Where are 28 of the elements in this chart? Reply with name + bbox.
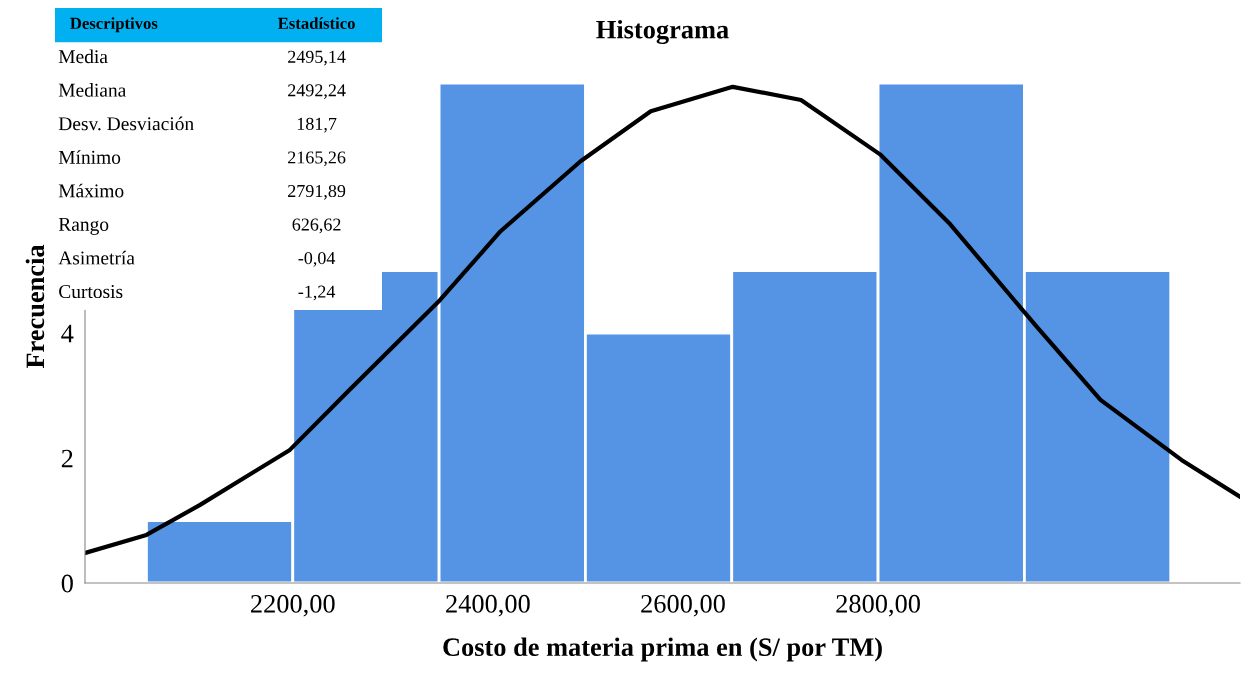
category-label: Máximo [58, 183, 124, 198]
text: -1,24 [298, 285, 336, 301]
x-tick-label: 2600,00 [641, 594, 725, 617]
x-tick-label: 2200,00 [251, 594, 335, 617]
text: Estadístico [277, 17, 355, 29]
text: 2165,26 [288, 151, 346, 167]
x-tick-label: 2400,00 [446, 594, 530, 617]
text: 181,7 [297, 117, 337, 133]
category-label: Asimetría [58, 250, 135, 265]
x-tick-label: 2800,00 [836, 594, 920, 617]
y-tick-label: 4 [61, 324, 74, 343]
annotation: Descriptivos [70, 17, 158, 33]
text: 626,62 [292, 218, 341, 234]
category-label: Mediana [58, 83, 127, 97]
text: 2495,14 [288, 50, 346, 66]
text: 2791,89 [288, 184, 346, 200]
chart-title: Histograma [596, 19, 729, 45]
text: 2492,24 [288, 84, 346, 100]
category-label: Media [58, 49, 108, 64]
category-label: Rango [58, 218, 109, 235]
category-label: Desv. Desviación [58, 116, 194, 131]
x-axis-title: Costo de materia prima en (S/ por TM) [443, 637, 882, 662]
category-label: Curtosis [59, 285, 123, 299]
y-tick-label: 0 [61, 574, 73, 593]
y-tick-label: 2 [61, 449, 73, 468]
category-label: Mínimo [58, 150, 121, 164]
text: -0,04 [298, 252, 336, 267]
y-axis-title: Frecuencia [25, 244, 45, 369]
